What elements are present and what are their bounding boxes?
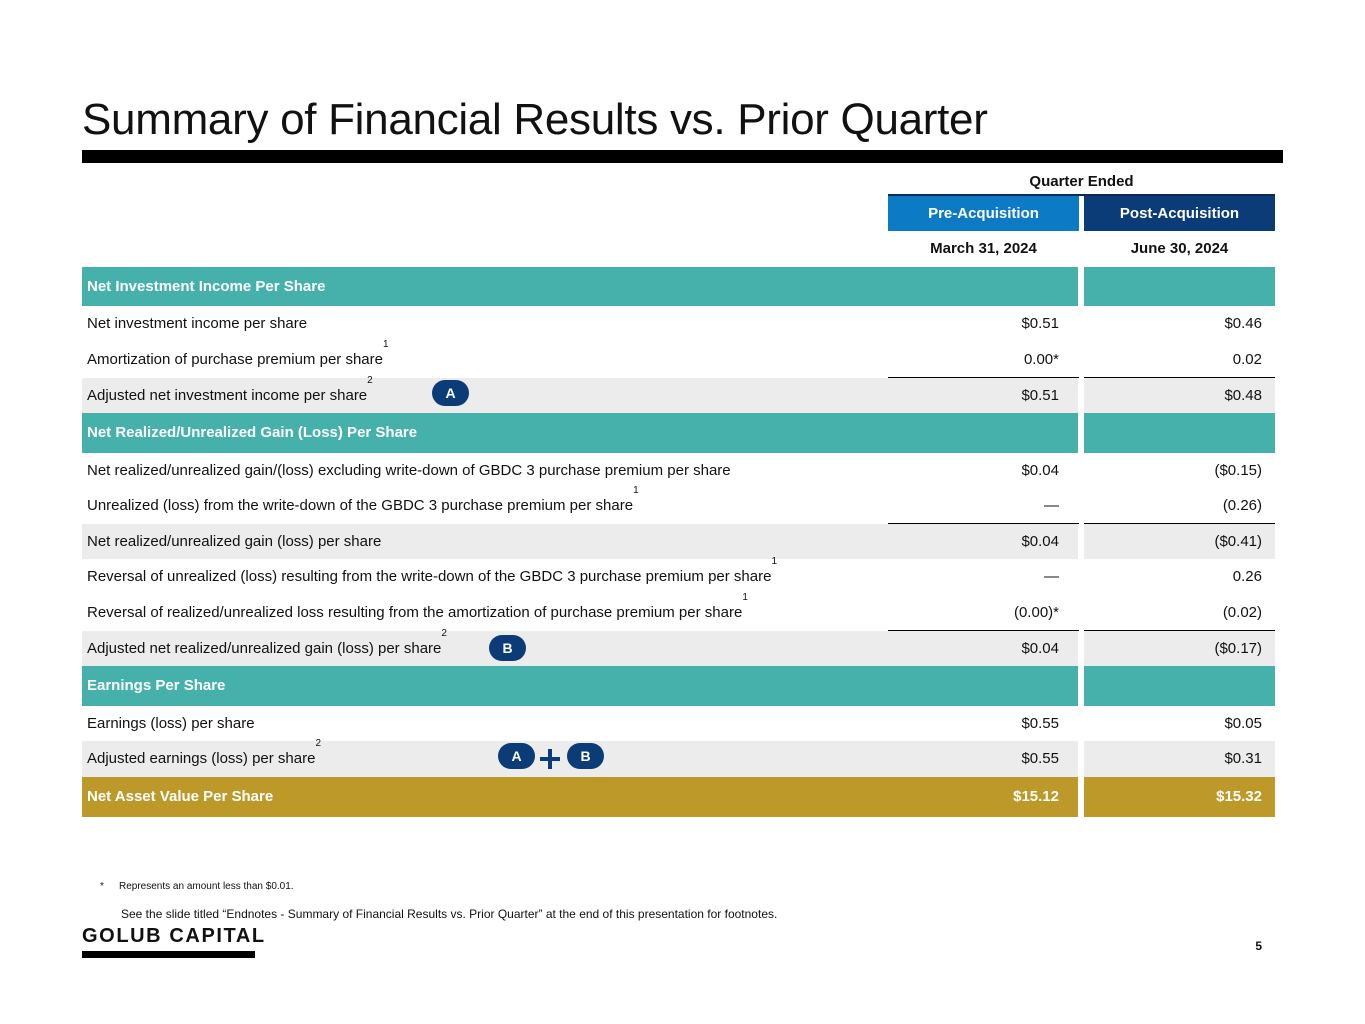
company-logo: GOLUB CAPITAL <box>82 925 266 947</box>
subtotal-rule <box>888 377 1079 378</box>
footnote-star-text: Represents an amount less than $0.01. <box>119 881 294 892</box>
pre-acquisition-date: March 31, 2024 <box>930 240 1037 257</box>
footnote-see-endnotes: See the slide titled “Endnotes - Summary… <box>121 907 778 921</box>
plus-icon <box>540 749 560 769</box>
row-label: Adjusted net investment income per share… <box>87 375 373 405</box>
page-number: 5 <box>1255 939 1262 953</box>
footnote-ref: 2 <box>441 628 447 639</box>
nav-row: Net Asset Value Per Share $15.12 $15.32 <box>82 777 1275 817</box>
table-row: Adjusted earnings (loss) per share2 $0.5… <box>82 738 1275 777</box>
footnote-ref: 2 <box>367 375 373 386</box>
section-row-nii: Net Investment Income Per Share <box>82 267 1275 306</box>
table-row: Reversal of realized/unrealized loss res… <box>82 592 1275 630</box>
quarter-ended-heading: Quarter Ended <box>1029 173 1134 190</box>
post-value: $15.32 <box>1216 788 1262 805</box>
post-value: ($0.17) <box>1214 640 1262 657</box>
row-label: Unrealized (loss) from the write-down of… <box>87 485 639 515</box>
post-value: $0.46 <box>1224 315 1262 332</box>
post-value: (0.26) <box>1222 497 1262 514</box>
footnote-star-mark: * <box>100 881 104 892</box>
table-row: Adjusted net realized/unrealized gain (l… <box>82 628 1275 666</box>
row-label: Earnings (loss) per share <box>87 715 255 732</box>
pre-value: $0.04 <box>1021 462 1059 479</box>
post-acquisition-date: June 30, 2024 <box>1130 240 1229 257</box>
post-value: 0.02 <box>1232 351 1262 368</box>
subtotal-rule <box>1084 523 1275 524</box>
pre-value: $0.55 <box>1021 715 1059 732</box>
footnote-ref: 1 <box>633 485 639 496</box>
post-acquisition-header: Post-Acquisition <box>1084 196 1275 231</box>
post-value: $0.31 <box>1224 750 1262 767</box>
table-row: Earnings (loss) per share $0.55 $0.05 <box>82 706 1275 741</box>
table-row: Adjusted net investment income per share… <box>82 375 1275 413</box>
section-row-eps: Earnings Per Share <box>82 666 1275 706</box>
table-row: Reversal of unrealized (loss) resulting … <box>82 556 1275 595</box>
footnote-ref: 1 <box>382 339 389 350</box>
footnote-ref: 2 <box>315 738 322 749</box>
footnote-ref: 1 <box>742 592 748 603</box>
pre-value: — <box>1044 568 1059 585</box>
post-value: 0.26 <box>1232 568 1262 585</box>
section-label: Net Investment Income Per Share <box>87 278 326 295</box>
section-label: Earnings Per Share <box>87 677 226 694</box>
title-divider <box>82 150 1283 163</box>
post-value: $0.05 <box>1224 715 1262 732</box>
pre-value: $0.04 <box>1021 640 1059 657</box>
pre-value: $0.51 <box>1021 315 1059 332</box>
pre-value: 0.00* <box>1023 351 1059 368</box>
badge-a: A <box>498 743 535 769</box>
page-title: Summary of Financial Results vs. Prior Q… <box>82 95 988 144</box>
row-label: Net realized/unrealized gain (loss) per … <box>87 533 382 550</box>
pre-value: $15.12 <box>1013 788 1059 805</box>
pre-value: $0.55 <box>1021 750 1059 767</box>
subtotal-rule <box>888 630 1079 631</box>
pre-value: — <box>1044 497 1059 514</box>
row-label: Net Asset Value Per Share <box>87 788 274 805</box>
quarter-ended-divider <box>888 194 1275 196</box>
footnote-ref: 1 <box>771 556 778 567</box>
row-label: Net investment income per share <box>87 315 308 332</box>
row-label: Adjusted earnings (loss) per share2 <box>87 738 322 768</box>
badge-b: B <box>489 635 526 661</box>
section-label: Net Realized/Unrealized Gain (Loss) Per … <box>87 424 418 441</box>
row-label: Reversal of unrealized (loss) resulting … <box>87 556 778 586</box>
table-row: Amortization of purchase premium per sha… <box>82 339 1275 378</box>
row-label: Net realized/unrealized gain/(loss) excl… <box>87 462 731 479</box>
pre-value: (0.00)* <box>1013 604 1059 621</box>
pre-value: $0.04 <box>1021 533 1059 550</box>
row-label: Adjusted net realized/unrealized gain (l… <box>87 628 447 658</box>
row-label: Reversal of realized/unrealized loss res… <box>87 592 748 622</box>
badge-b: B <box>567 743 604 769</box>
table-row: Net realized/unrealized gain/(loss) excl… <box>82 453 1275 488</box>
footnote-star: * Represents an amount less than $0.01. <box>100 880 294 894</box>
table-row: Unrealized (loss) from the write-down of… <box>82 485 1275 524</box>
post-value: ($0.41) <box>1214 533 1262 550</box>
logo-underline <box>82 951 255 958</box>
post-value: (0.02) <box>1222 604 1262 621</box>
row-label: Amortization of purchase premium per sha… <box>87 339 389 369</box>
table-row: Net investment income per share $0.51 $0… <box>82 306 1275 342</box>
subtotal-rule <box>888 523 1079 524</box>
subtotal-rule <box>1084 377 1275 378</box>
post-value: $0.48 <box>1224 387 1262 404</box>
table-row: Net realized/unrealized gain (loss) per … <box>82 524 1275 559</box>
pre-value: $0.51 <box>1021 387 1059 404</box>
section-row-gain-loss: Net Realized/Unrealized Gain (Loss) Per … <box>82 413 1275 453</box>
post-value: ($0.15) <box>1214 462 1262 479</box>
pre-acquisition-header: Pre-Acquisition <box>888 196 1079 231</box>
badge-a: A <box>432 380 469 406</box>
subtotal-rule <box>1084 630 1275 631</box>
